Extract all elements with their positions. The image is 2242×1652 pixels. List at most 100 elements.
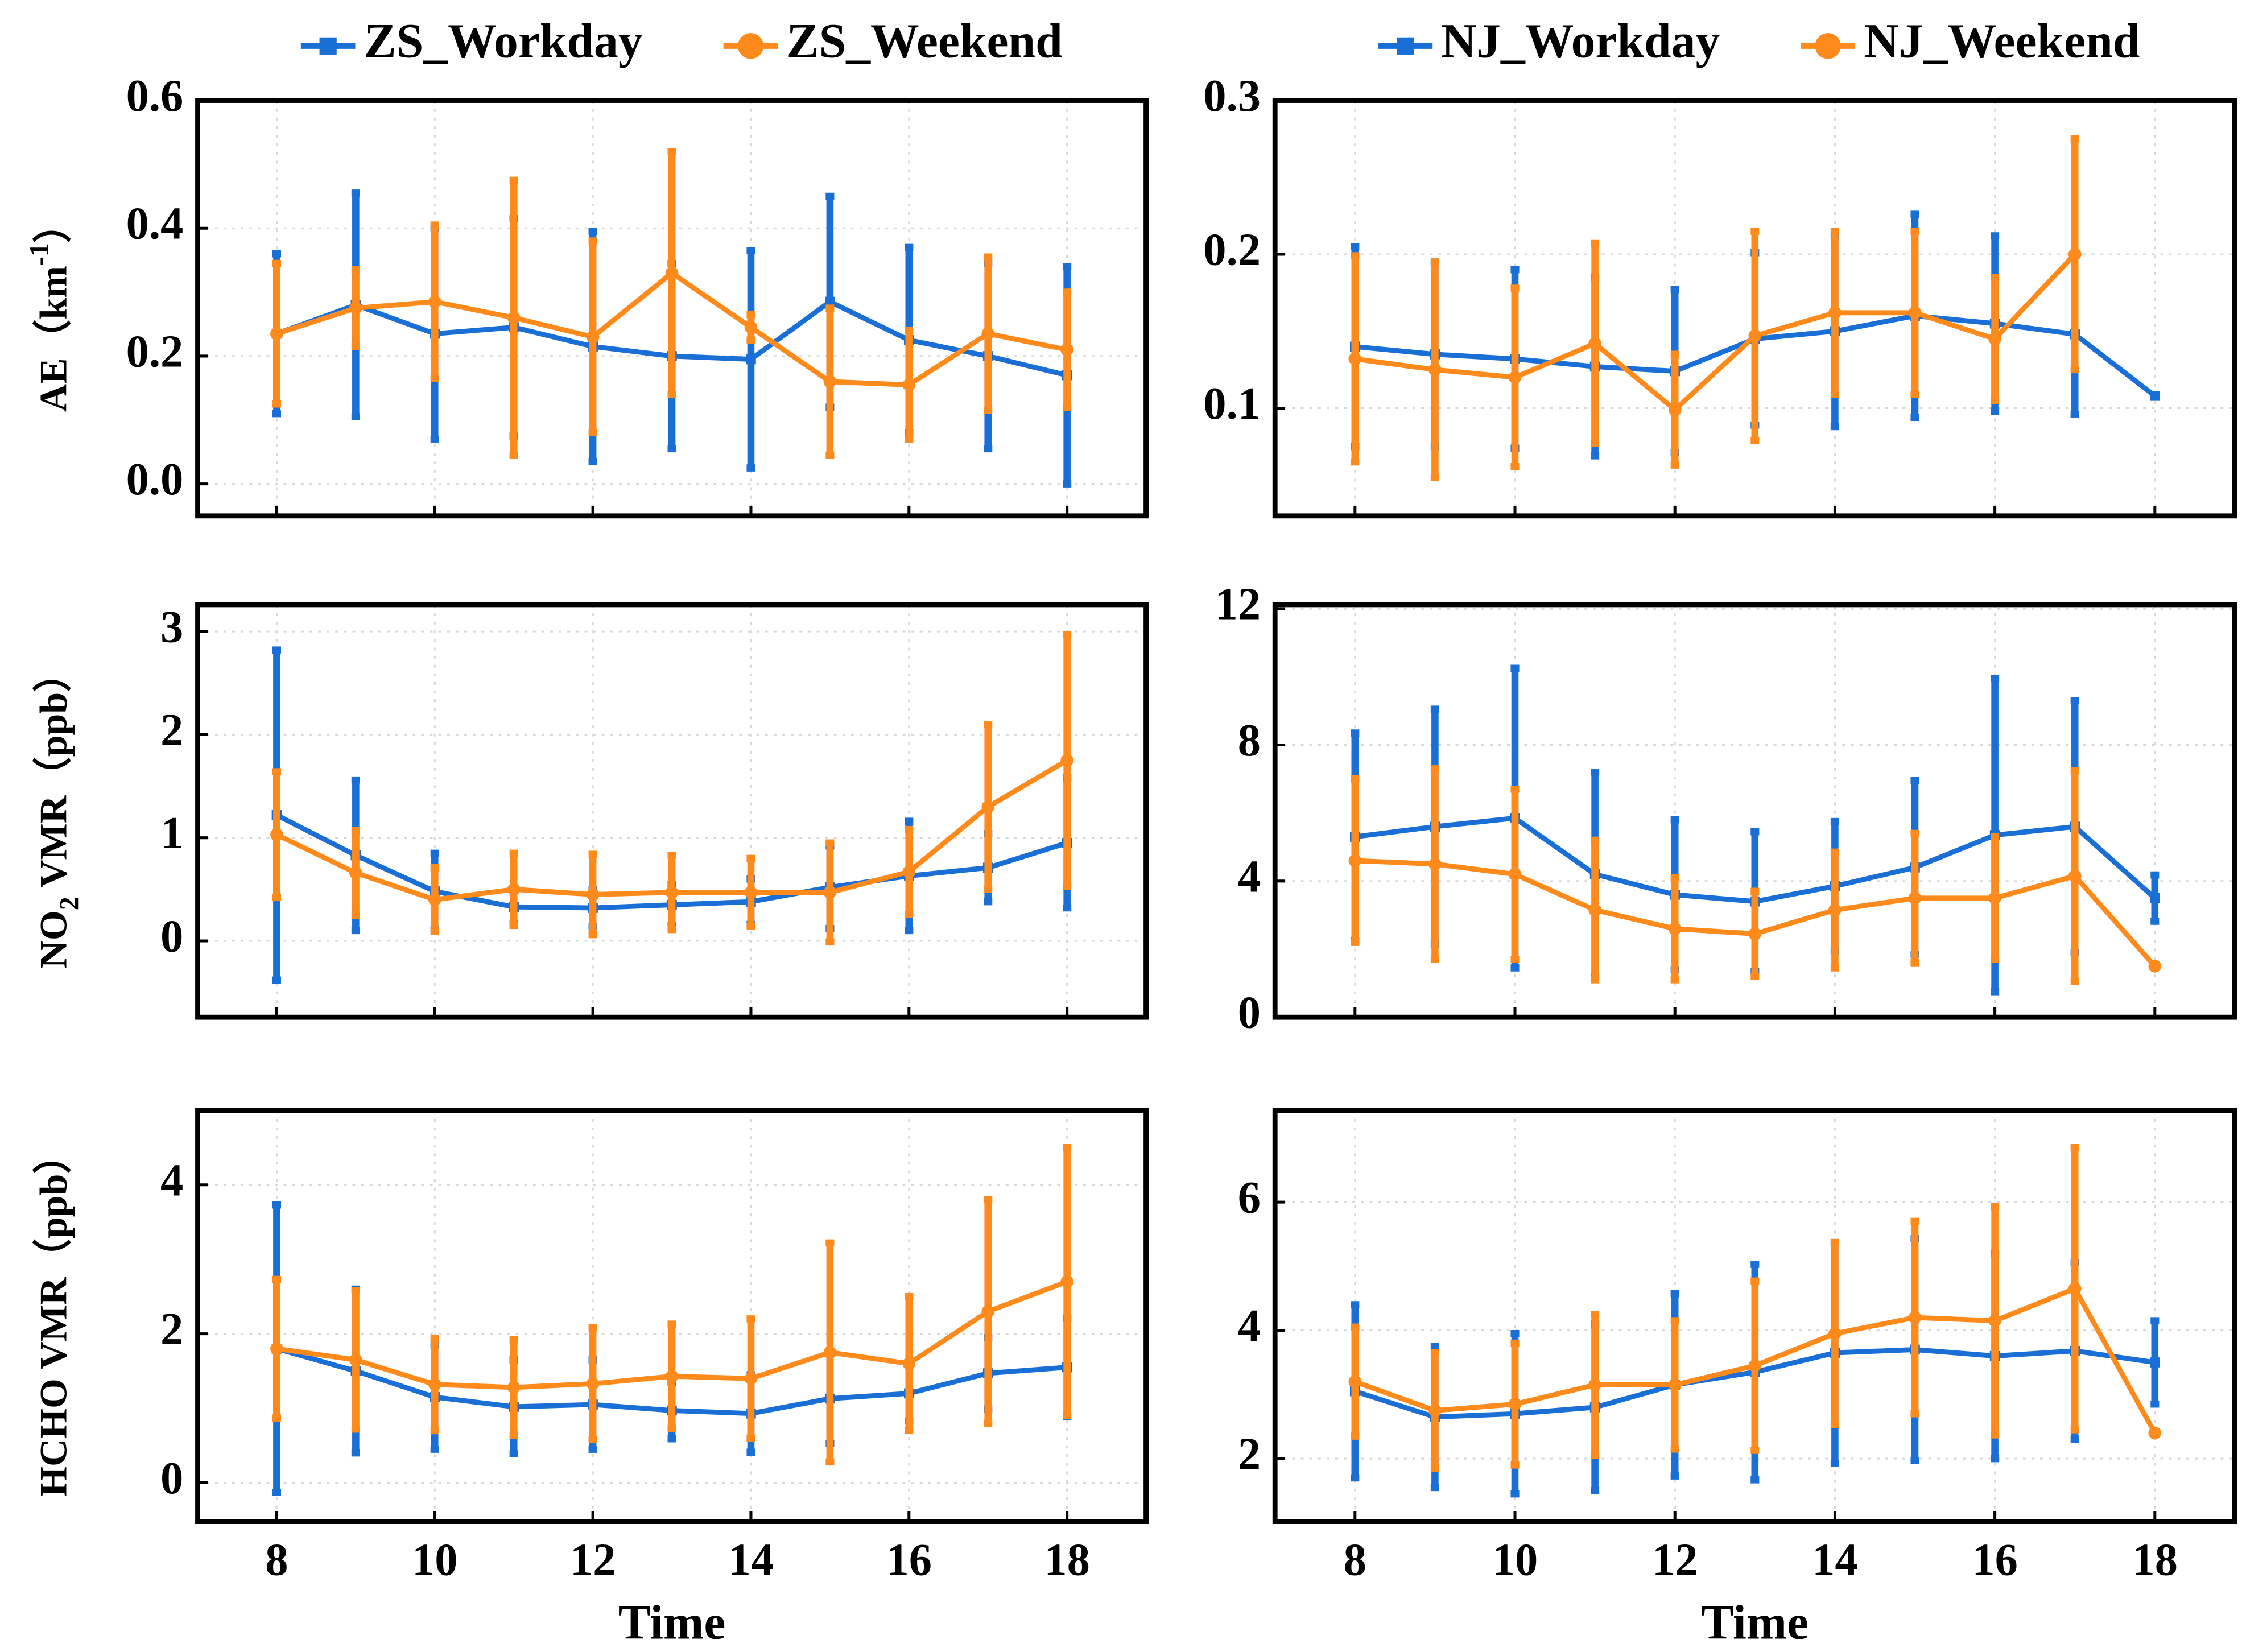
data-point bbox=[665, 266, 679, 280]
x-tick-label: 8 bbox=[265, 1535, 288, 1585]
data-point bbox=[1908, 891, 1922, 905]
data-point bbox=[1588, 1378, 1601, 1391]
y-axis-label-part: AE（km bbox=[31, 266, 75, 412]
data-point bbox=[1748, 329, 1762, 342]
data-point bbox=[902, 378, 916, 391]
x-tick-label: 14 bbox=[728, 1535, 774, 1585]
x-tick-label: 10 bbox=[1492, 1535, 1538, 1585]
data-point bbox=[2149, 391, 2160, 401]
data-point bbox=[270, 327, 283, 340]
data-point bbox=[586, 888, 600, 901]
x-tick-label: 8 bbox=[1344, 1535, 1366, 1585]
data-point bbox=[1668, 922, 1682, 935]
data-point bbox=[1588, 903, 1601, 917]
y-tick-label: 2 bbox=[160, 1304, 183, 1354]
data-point bbox=[902, 865, 916, 878]
data-point bbox=[2148, 1426, 2162, 1440]
data-point bbox=[2148, 960, 2162, 973]
y-axis-label: NO2 VMR（ppb） bbox=[31, 654, 85, 968]
data-point bbox=[1348, 854, 1362, 868]
y-tick-label: 4 bbox=[1238, 1300, 1261, 1351]
data-point bbox=[1508, 1397, 1522, 1411]
data-point bbox=[507, 883, 521, 896]
data-point bbox=[586, 330, 600, 344]
y-tick-label: 0.4 bbox=[126, 199, 184, 249]
data-point bbox=[428, 1378, 441, 1391]
data-point bbox=[1348, 352, 1362, 366]
data-point bbox=[1428, 857, 1442, 871]
data-point bbox=[349, 1353, 362, 1366]
y-axis-label: HCHO VMR（ppb） bbox=[31, 1135, 75, 1497]
legend-label: NJ_Workday bbox=[1441, 14, 1720, 68]
plot-frame bbox=[1272, 602, 2237, 1020]
data-point bbox=[1748, 927, 1762, 940]
x-tick-label: 18 bbox=[1044, 1535, 1090, 1585]
y-tick-label: 0.6 bbox=[126, 71, 184, 121]
y-axis-label-part: HCHO VMR（ppb） bbox=[31, 1135, 75, 1497]
plot-frame bbox=[1272, 98, 2237, 519]
y-tick-label: 0.3 bbox=[1203, 71, 1261, 121]
data-point bbox=[2149, 893, 2160, 903]
data-point bbox=[981, 800, 995, 813]
x-tick-label: 16 bbox=[1972, 1535, 2018, 1585]
data-point bbox=[586, 1377, 600, 1390]
legend-label: NJ_Weekend bbox=[1864, 14, 2140, 68]
panel: 8 10 12 14 16 18 2 4 6 Time bbox=[1238, 1108, 2237, 1650]
data-point bbox=[981, 1305, 995, 1318]
panel: 0.0 0.2 0.4 0.6 AE（km-1） ZS_Workday ZS_Weekend bbox=[24, 14, 1149, 519]
data-point bbox=[1428, 1404, 1442, 1417]
data-point bbox=[665, 886, 679, 899]
data-point bbox=[2149, 1357, 2160, 1368]
y-tick-label: 12 bbox=[1215, 579, 1261, 630]
y-tick-label: 4 bbox=[1238, 851, 1261, 902]
x-axis-label: Time bbox=[1701, 1596, 1809, 1650]
x-tick-label: 18 bbox=[2132, 1535, 2178, 1585]
y-tick-label: 2 bbox=[160, 705, 183, 755]
data-point bbox=[1588, 337, 1601, 350]
data-point bbox=[1748, 1359, 1762, 1372]
panel: 8 10 12 14 16 18 0 2 4 Time HCHO VMR（ppb） bbox=[31, 1108, 1149, 1650]
legend-marker bbox=[1815, 33, 1841, 59]
x-tick-label: 14 bbox=[1812, 1535, 1858, 1585]
y-tick-label: 0 bbox=[160, 1453, 183, 1504]
legend-label: ZS_Workday bbox=[364, 14, 643, 68]
y-tick-label: 0.0 bbox=[126, 454, 184, 505]
data-point bbox=[349, 302, 362, 315]
data-point bbox=[428, 893, 441, 906]
data-point bbox=[1828, 1327, 1842, 1340]
data-point bbox=[1668, 1378, 1682, 1391]
y-axis-label-part: 2 bbox=[55, 897, 85, 910]
plot-frame bbox=[195, 1108, 1149, 1524]
data-point bbox=[1060, 1275, 1073, 1288]
y-tick-label: 0 bbox=[160, 911, 183, 962]
data-point bbox=[746, 354, 756, 365]
data-point bbox=[902, 1357, 916, 1370]
y-tick-label: 8 bbox=[1238, 715, 1261, 766]
data-point bbox=[1508, 371, 1522, 384]
data-point bbox=[349, 866, 362, 879]
data-point bbox=[1908, 1311, 1922, 1324]
data-point bbox=[1428, 363, 1442, 377]
data-point bbox=[1348, 1375, 1362, 1389]
y-tick-label: 4 bbox=[160, 1155, 183, 1205]
y-axis-label: AE（km-1） bbox=[24, 204, 75, 412]
series-line bbox=[1355, 252, 2077, 414]
plot-frame bbox=[195, 602, 1149, 1020]
data-point bbox=[507, 311, 521, 324]
y-axis-label-part: ） bbox=[31, 204, 75, 243]
x-tick-label: 12 bbox=[1652, 1535, 1698, 1585]
data-point bbox=[1908, 306, 1922, 320]
data-point bbox=[825, 296, 835, 307]
y-tick-label: 0.1 bbox=[1203, 378, 1261, 429]
x-tick-label: 12 bbox=[570, 1535, 616, 1585]
y-tick-label: 6 bbox=[1238, 1172, 1261, 1223]
data-point bbox=[2068, 247, 2082, 261]
y-axis-label-part: -1 bbox=[24, 243, 55, 266]
legend-marker bbox=[1397, 37, 1414, 55]
data-point bbox=[1828, 306, 1842, 320]
y-tick-label: 2 bbox=[1238, 1429, 1261, 1480]
data-point bbox=[1060, 754, 1073, 767]
data-point bbox=[2068, 1282, 2082, 1295]
